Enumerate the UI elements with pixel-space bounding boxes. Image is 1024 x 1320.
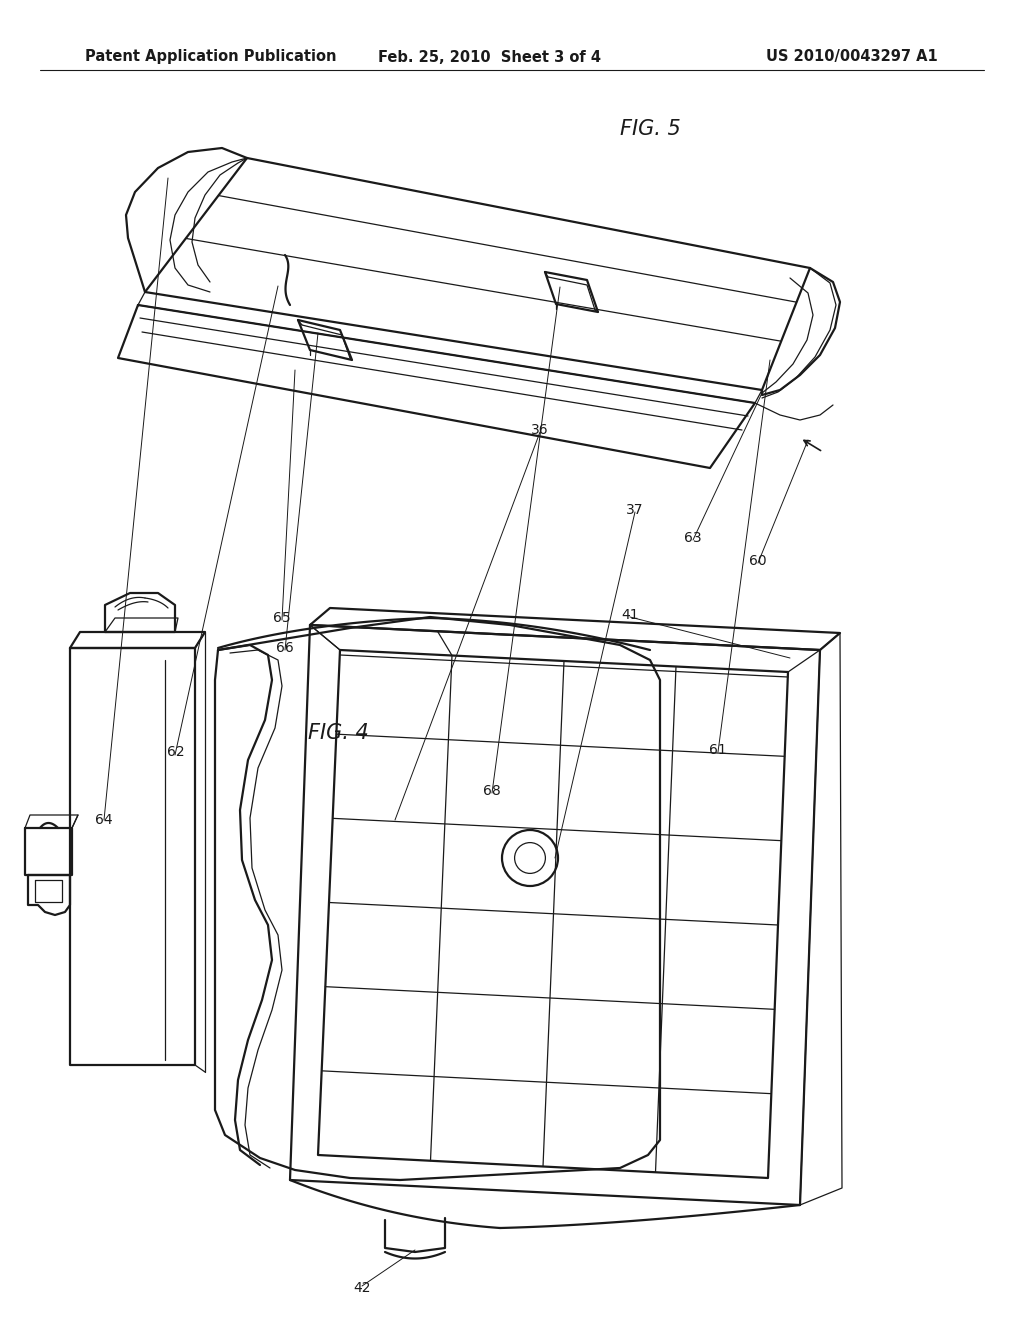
Text: Patent Application Publication: Patent Application Publication — [85, 49, 337, 65]
Text: 66: 66 — [276, 642, 294, 655]
Text: 41: 41 — [622, 609, 639, 622]
Text: 68: 68 — [483, 784, 501, 799]
Text: 63: 63 — [684, 531, 701, 545]
Text: 61: 61 — [710, 743, 727, 756]
Text: 36: 36 — [531, 422, 549, 437]
Text: FIG. 4: FIG. 4 — [307, 722, 369, 743]
Text: Feb. 25, 2010  Sheet 3 of 4: Feb. 25, 2010 Sheet 3 of 4 — [379, 49, 601, 65]
Text: 65: 65 — [273, 611, 291, 624]
Text: 62: 62 — [167, 744, 184, 759]
Text: 60: 60 — [750, 554, 767, 568]
Text: FIG. 5: FIG. 5 — [620, 119, 681, 140]
Text: US 2010/0043297 A1: US 2010/0043297 A1 — [766, 49, 938, 65]
Text: 37: 37 — [627, 503, 644, 517]
Text: 64: 64 — [95, 813, 113, 828]
Text: 42: 42 — [353, 1280, 371, 1295]
